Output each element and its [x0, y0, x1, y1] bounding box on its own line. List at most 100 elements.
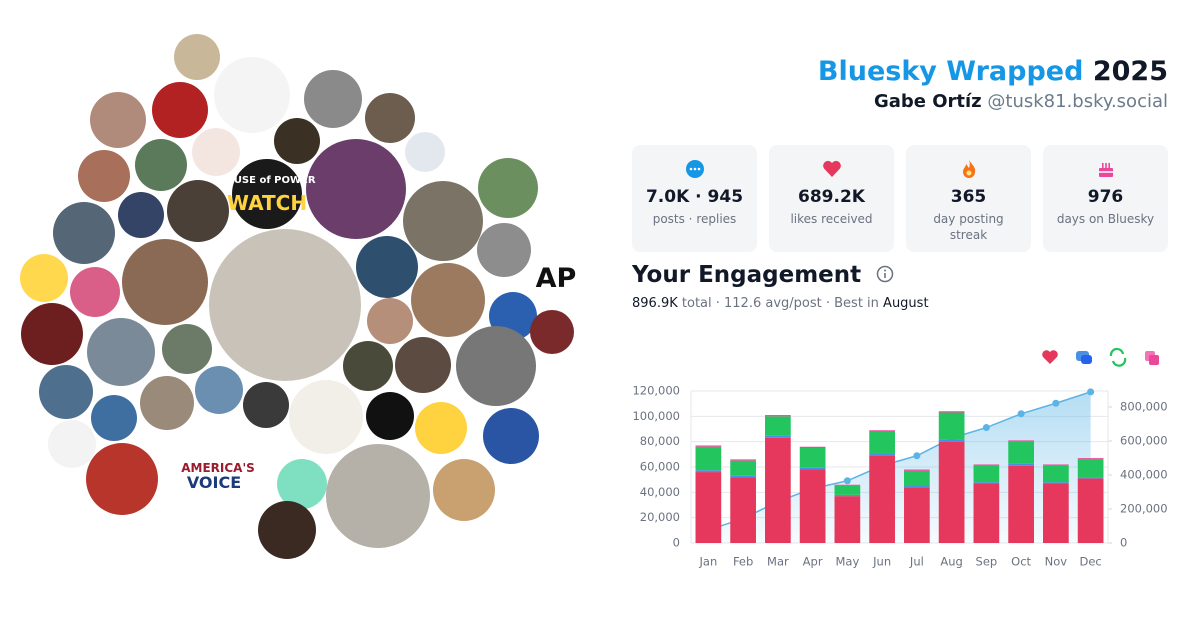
stat-label: days on Bluesky [1056, 212, 1155, 226]
stat-value: 7.0K · 945 [645, 187, 744, 207]
x-tick-label: Apr [803, 555, 823, 569]
bar-segment [765, 437, 791, 543]
avatar[interactable] [274, 118, 320, 164]
avatar[interactable] [86, 443, 158, 515]
bar-segment [904, 486, 930, 488]
y2-tick-label: 600,000 [1120, 433, 1168, 447]
title: Bluesky Wrapped 2025 [818, 56, 1168, 87]
bar-segment [938, 439, 965, 442]
bar-segment [1008, 440, 1034, 442]
avatar[interactable] [456, 326, 536, 406]
total: 896.9K [632, 296, 678, 311]
avatar[interactable] [243, 382, 289, 428]
avatar[interactable] [195, 366, 243, 414]
avatar[interactable] [277, 459, 327, 509]
heart-icon [822, 160, 841, 177]
avatar[interactable] [478, 158, 538, 218]
legend-reposts[interactable] [1109, 347, 1127, 367]
avatar[interactable] [433, 459, 495, 521]
avatar[interactable] [118, 192, 164, 238]
avatar[interactable] [78, 150, 130, 202]
avatar[interactable] [122, 239, 208, 325]
avatar[interactable] [135, 139, 187, 191]
user-handle: @tusk81.bsky.social [987, 91, 1168, 112]
bar-segment [695, 446, 722, 471]
bar-segment [938, 411, 965, 413]
avatar[interactable] [405, 132, 445, 172]
section-title: Your Engagement [632, 262, 862, 288]
stat-card: 7.0K · 945 posts · replies [632, 145, 757, 252]
x-tick-label: Dec [1079, 555, 1101, 569]
avatar[interactable] [477, 223, 531, 277]
avatar[interactable] [140, 376, 194, 430]
bar-segment [1043, 464, 1069, 466]
avatar[interactable] [162, 324, 212, 374]
bar-segment [730, 459, 756, 461]
y-tick-label: 80,000 [640, 434, 680, 448]
avatar[interactable] [209, 229, 361, 381]
legend-quotes[interactable] [1145, 351, 1159, 365]
bar-segment [834, 485, 861, 495]
legend-replies[interactable] [1076, 351, 1092, 364]
avatar[interactable] [152, 82, 208, 138]
best-month: August [883, 296, 929, 311]
avatar[interactable] [174, 34, 220, 80]
stat-label: posts · replies [652, 212, 737, 226]
avatar[interactable] [411, 263, 485, 337]
bar-segment [973, 483, 1000, 543]
avatar[interactable] [48, 420, 96, 468]
bar-segment [695, 472, 722, 543]
avatar[interactable] [366, 392, 414, 440]
avatar[interactable] [534, 256, 578, 300]
avatar[interactable] [343, 341, 393, 391]
avatar[interactable] [415, 402, 467, 454]
avatar[interactable] [167, 180, 229, 242]
avatar[interactable] [483, 408, 539, 464]
x-tick-label: Feb [733, 555, 753, 569]
avatar[interactable] [39, 365, 93, 419]
stat-card: 689.2K likes received [769, 145, 894, 252]
avatar[interactable] [356, 236, 418, 298]
x-tick-label: Jan [699, 555, 718, 569]
bar-segment [834, 484, 861, 486]
avatar[interactable] [367, 298, 413, 344]
avatar[interactable] [365, 93, 415, 143]
stat-label: day posting streak [933, 212, 1004, 242]
avatar[interactable] [87, 318, 155, 386]
bar-segment [1077, 458, 1104, 460]
bar-segment [904, 469, 930, 471]
avatar[interactable] [192, 128, 240, 176]
avatar[interactable] [289, 380, 363, 454]
avatar[interactable] [186, 443, 250, 507]
avatar[interactable] [53, 202, 115, 264]
bar-segment [1077, 459, 1104, 478]
engagement-chart: 0 20,000 40,000 60,000 80,000 100,000 120,000 0… [632, 347, 1168, 569]
line-point [1087, 388, 1095, 396]
avatar[interactable] [20, 254, 68, 302]
avatar[interactable] [530, 310, 574, 354]
avatar[interactable] [304, 70, 362, 128]
stat-value: 976 [1087, 187, 1124, 207]
x-tick-label: Jul [909, 555, 924, 569]
avatar[interactable] [326, 444, 430, 548]
bar-segment [765, 435, 791, 438]
avatar[interactable] [258, 501, 316, 559]
avatar[interactable] [70, 267, 120, 317]
avatar[interactable] [214, 57, 290, 133]
avatar[interactable] [90, 92, 146, 148]
bar-segment [799, 446, 826, 448]
x-tick-label: Mar [767, 555, 789, 569]
avatar[interactable] [306, 139, 406, 239]
avatar[interactable] [21, 303, 83, 365]
bar-segment [695, 445, 722, 447]
avatar[interactable] [91, 395, 137, 441]
line-point [982, 424, 990, 432]
avatar[interactable] [395, 337, 451, 393]
legend-likes[interactable] [1042, 350, 1058, 364]
info-icon[interactable] [875, 264, 895, 284]
avatar[interactable] [232, 159, 302, 229]
avatar[interactable] [403, 181, 483, 261]
bar-segment [1008, 465, 1034, 543]
line-point [1052, 399, 1060, 407]
